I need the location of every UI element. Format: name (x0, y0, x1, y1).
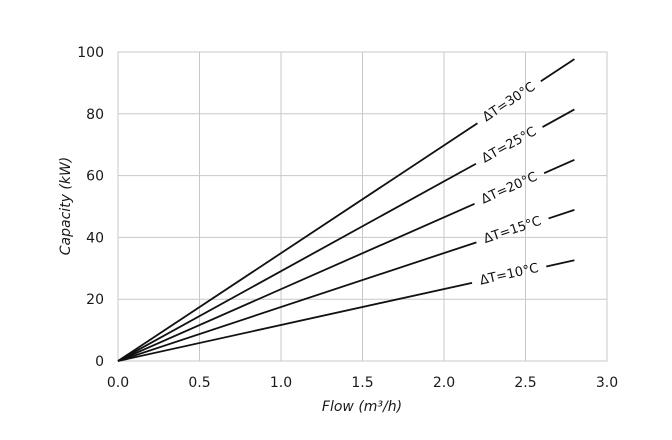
x-tick-label: 2.0 (433, 375, 455, 391)
series-line (117, 203, 475, 362)
x-axis-title: Flow (m³/h) (322, 399, 402, 415)
grid (117, 51, 608, 362)
x-tick-label: 1.5 (351, 375, 373, 391)
x-axis-ticks: 0.0 0.5 1.0 1.5 2.0 2.5 3.0 (107, 375, 618, 391)
series-group: ΔT=15°C (117, 209, 575, 362)
series-label: ΔT=25°C (479, 124, 539, 166)
x-tick-label: 0.0 (107, 375, 129, 391)
y-axis-ticks: 0 20 40 60 80 100 (77, 45, 104, 370)
y-tick-label: 100 (77, 45, 104, 61)
series-line (117, 162, 477, 362)
series-line (117, 241, 477, 362)
series-line (542, 108, 575, 128)
series-line (540, 58, 575, 83)
y-tick-label: 60 (86, 169, 104, 185)
series-group: ΔT=10°C (117, 259, 575, 362)
series-label: ΔT=30°C (480, 80, 538, 126)
series-line (548, 209, 575, 220)
x-tick-label: 3.0 (596, 375, 618, 391)
y-tick-label: 0 (95, 354, 104, 370)
series-line (546, 259, 575, 268)
series-line (543, 159, 575, 175)
plot-area-frame (117, 51, 608, 362)
y-tick-label: 40 (86, 230, 104, 246)
y-axis-title: Capacity (kW) (58, 157, 74, 256)
series-label: ΔT=10°C (478, 261, 540, 289)
series-lines: ΔT=10°C ΔT=15°CΔT=20°CΔT=25°CΔT=30°C (117, 58, 575, 362)
series-line (117, 281, 473, 362)
series-group: ΔT=20°C (117, 159, 575, 362)
x-tick-label: 1.0 (270, 375, 292, 391)
series-group: ΔT=30°C (117, 58, 575, 362)
y-tick-label: 20 (86, 292, 104, 308)
x-tick-label: 0.5 (188, 375, 210, 391)
series-label: ΔT=15°C (482, 214, 544, 247)
y-tick-label: 80 (86, 107, 104, 123)
x-tick-label: 2.5 (514, 375, 536, 391)
series-line (117, 122, 478, 362)
